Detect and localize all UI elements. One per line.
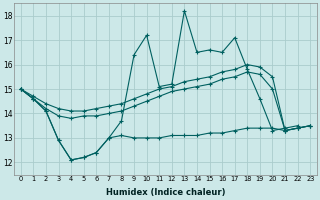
X-axis label: Humidex (Indice chaleur): Humidex (Indice chaleur) [106,188,225,197]
